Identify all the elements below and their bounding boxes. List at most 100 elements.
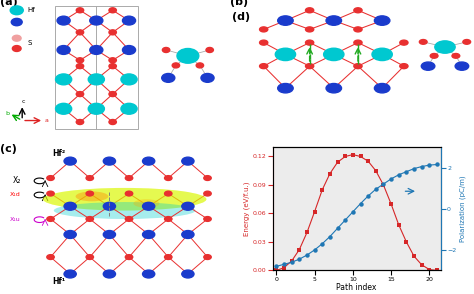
Circle shape — [86, 191, 93, 196]
Circle shape — [88, 103, 104, 114]
Circle shape — [47, 176, 54, 181]
Circle shape — [109, 30, 117, 35]
Ellipse shape — [76, 191, 108, 201]
Circle shape — [452, 54, 460, 58]
Circle shape — [164, 255, 172, 260]
Circle shape — [306, 40, 314, 45]
Circle shape — [47, 217, 54, 221]
Ellipse shape — [43, 188, 207, 211]
Circle shape — [10, 6, 23, 15]
Circle shape — [306, 27, 314, 32]
Circle shape — [55, 103, 72, 114]
Circle shape — [164, 217, 172, 221]
Circle shape — [278, 83, 293, 93]
Circle shape — [182, 230, 194, 238]
Text: Hf²: Hf² — [53, 149, 66, 158]
Circle shape — [47, 255, 54, 260]
Text: (d): (d) — [232, 12, 250, 22]
Bar — [55, 6, 138, 129]
Circle shape — [143, 270, 155, 278]
Circle shape — [103, 202, 116, 210]
Circle shape — [306, 8, 314, 13]
Text: (b): (b) — [230, 0, 248, 7]
Circle shape — [204, 217, 211, 221]
Circle shape — [400, 40, 408, 45]
Circle shape — [354, 8, 362, 13]
Circle shape — [354, 64, 362, 69]
Text: a: a — [45, 118, 49, 123]
X-axis label: Path index: Path index — [337, 283, 377, 292]
Circle shape — [57, 16, 70, 25]
Circle shape — [372, 48, 392, 61]
Circle shape — [143, 157, 155, 165]
Circle shape — [163, 47, 170, 52]
Circle shape — [109, 64, 117, 69]
Circle shape — [76, 8, 84, 13]
Circle shape — [419, 39, 427, 44]
Circle shape — [12, 35, 21, 41]
Circle shape — [182, 202, 194, 210]
Circle shape — [143, 230, 155, 238]
Circle shape — [204, 176, 211, 181]
Circle shape — [260, 64, 268, 69]
Circle shape — [86, 217, 93, 221]
Circle shape — [64, 230, 76, 238]
Text: (c): (c) — [0, 144, 17, 154]
Circle shape — [86, 176, 93, 181]
Circle shape — [121, 103, 137, 114]
Circle shape — [374, 83, 390, 93]
Circle shape — [196, 63, 204, 68]
Circle shape — [172, 63, 180, 68]
Circle shape — [125, 217, 133, 221]
Circle shape — [57, 46, 70, 54]
Circle shape — [306, 64, 314, 69]
Circle shape — [421, 62, 435, 70]
Circle shape — [88, 74, 104, 85]
Text: X₁d: X₁d — [10, 193, 21, 198]
Circle shape — [435, 41, 455, 53]
Circle shape — [463, 39, 471, 44]
Circle shape — [109, 8, 117, 13]
Circle shape — [64, 157, 76, 165]
Text: X₂: X₂ — [12, 176, 21, 186]
Circle shape — [182, 157, 194, 165]
Circle shape — [326, 16, 342, 25]
Circle shape — [374, 16, 390, 25]
Circle shape — [430, 54, 438, 58]
Circle shape — [182, 270, 194, 278]
Circle shape — [90, 16, 103, 25]
Y-axis label: Polarization (pC/m): Polarization (pC/m) — [459, 176, 465, 242]
Circle shape — [55, 74, 72, 85]
Ellipse shape — [43, 188, 207, 211]
Circle shape — [47, 191, 54, 196]
Circle shape — [204, 191, 211, 196]
Circle shape — [204, 255, 211, 260]
Circle shape — [278, 16, 293, 25]
Text: S: S — [27, 40, 32, 46]
Circle shape — [12, 46, 21, 51]
Circle shape — [103, 270, 116, 278]
Circle shape — [354, 40, 362, 45]
Circle shape — [76, 119, 84, 125]
Text: Hf¹: Hf¹ — [53, 277, 66, 286]
Circle shape — [11, 18, 22, 26]
Circle shape — [76, 92, 84, 96]
Circle shape — [125, 255, 133, 260]
Circle shape — [125, 191, 133, 196]
Circle shape — [201, 74, 214, 82]
Circle shape — [260, 40, 268, 45]
Circle shape — [164, 176, 172, 181]
Text: (a): (a) — [0, 0, 18, 7]
Circle shape — [164, 191, 172, 196]
Circle shape — [86, 255, 93, 260]
Circle shape — [90, 46, 103, 54]
Circle shape — [400, 64, 408, 69]
Text: Hf: Hf — [27, 7, 36, 13]
Text: X₁u: X₁u — [10, 217, 21, 222]
Circle shape — [76, 58, 84, 63]
Circle shape — [260, 27, 268, 32]
Circle shape — [103, 230, 116, 238]
Circle shape — [109, 58, 117, 63]
Text: c: c — [21, 99, 25, 104]
Circle shape — [455, 62, 469, 70]
